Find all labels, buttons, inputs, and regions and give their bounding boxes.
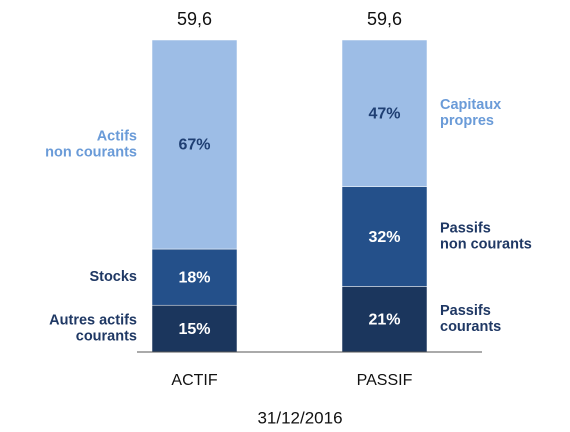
segment-name: Stocks [89,269,137,285]
segment-name: non courants [440,236,532,252]
segment-name: Autres actifs [49,312,137,328]
segment-name: Passifs [440,303,491,319]
segment-name: propres [440,113,494,129]
total-label: 59,6 [177,9,212,29]
data-label: 47% [368,106,400,123]
bar-segment [151,304,238,353]
segment-name: Actifs [97,128,137,144]
total-label: 59,6 [367,9,402,29]
bar-segment [151,248,238,306]
data-label: 18% [178,269,210,286]
bar-segment [341,39,428,187]
bar-segment [341,186,428,287]
x-axis-label: 31/12/2016 [257,408,342,427]
bar-segment [341,286,428,353]
segment-name: Capitaux [440,97,501,113]
segment-name: Passifs [440,220,491,236]
x-tick-label: PASSIF [357,372,413,389]
x-tick-label: ACTIF [171,372,217,389]
segment-name: courants [440,319,501,335]
data-label: 15% [178,321,210,338]
bar-segment [151,39,238,250]
data-label: 32% [368,229,400,246]
segment-name: courants [76,328,137,344]
data-label: 21% [368,311,400,328]
data-label: 67% [178,137,210,154]
segment-name: non courants [45,144,137,160]
